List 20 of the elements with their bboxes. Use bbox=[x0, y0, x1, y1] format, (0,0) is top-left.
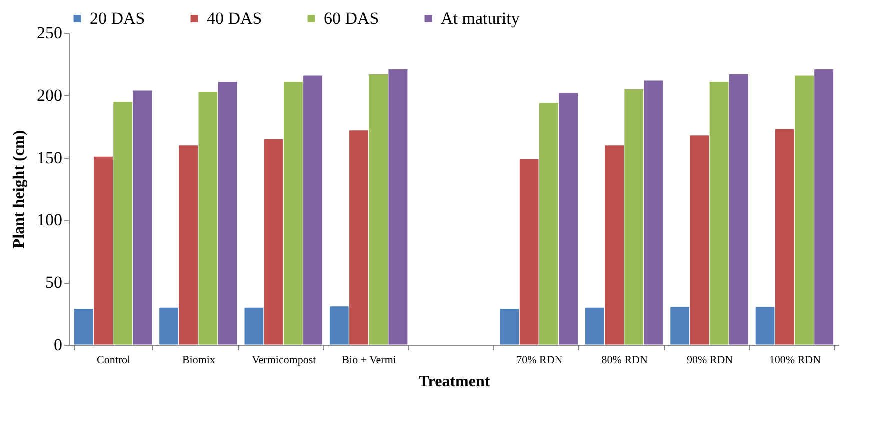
y-tick-label: 150 bbox=[37, 148, 62, 168]
legend-label: 40 DAS bbox=[207, 8, 262, 28]
y-tick-label: 50 bbox=[46, 273, 62, 292]
y-tick-label: 100 bbox=[37, 210, 62, 230]
x-tick-label: Vermicompost bbox=[252, 354, 316, 366]
y-tick-label: 0 bbox=[54, 336, 62, 354]
legend-label: 20 DAS bbox=[90, 8, 146, 28]
x-tick-label: Bio + Vermi bbox=[342, 354, 396, 366]
x-tick-label: Biomix bbox=[182, 354, 216, 366]
y-tick-label: 200 bbox=[37, 86, 62, 105]
x-tick-label: 80% RDN bbox=[602, 354, 648, 366]
y-axis-title: Plant height (cm) bbox=[11, 130, 28, 249]
x-axis-title: Treatment bbox=[418, 374, 491, 390]
x-tick-label: Control bbox=[96, 354, 131, 366]
legend-label: At maturity bbox=[441, 8, 520, 28]
x-tick-label: 70% RDN bbox=[516, 354, 563, 366]
x-tick-label: 100% RDN bbox=[769, 354, 822, 366]
x-tick-label: 90% RDN bbox=[686, 354, 734, 366]
legend-label: 60 DAS bbox=[324, 8, 380, 28]
y-tick-label: 250 bbox=[37, 24, 62, 42]
